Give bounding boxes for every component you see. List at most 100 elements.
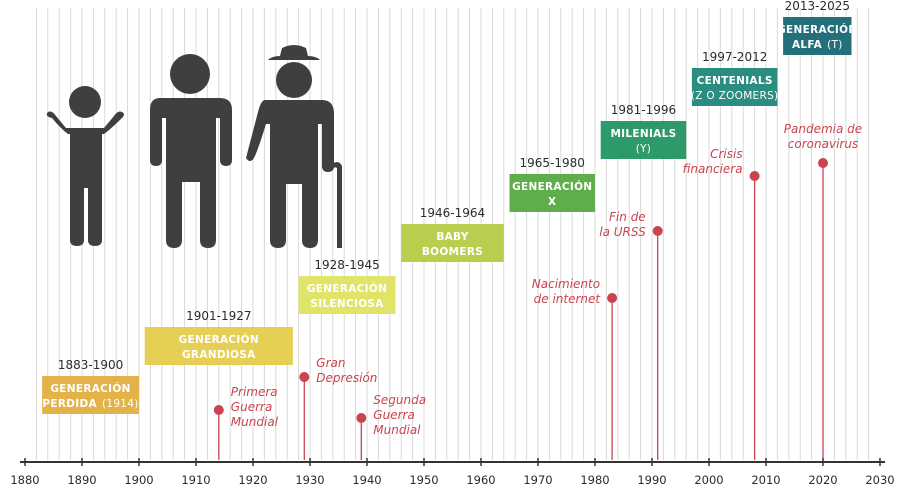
generation-note: (Y) <box>636 143 652 155</box>
generation-name-line2: SILENCIOSA <box>310 298 384 310</box>
generation-years: 1965-1980 <box>520 156 585 170</box>
generation-name: GENERACIÓN <box>777 23 857 36</box>
x-tick-label: 1940 <box>352 473 381 487</box>
generation-name-line2: PERDIDA (1914) <box>42 398 138 410</box>
event-dot <box>299 372 310 382</box>
x-tick-label: 1890 <box>67 473 96 487</box>
adult-icon <box>150 54 232 248</box>
generation-name: CENTENIALS <box>697 75 773 87</box>
generation-years: 1928-1945 <box>314 258 379 272</box>
generation-2: 1901-1927 GENERACIÓN GRANDIOSA <box>144 309 293 365</box>
event-label: Nacimiento <box>532 277 600 291</box>
x-tick-label: 1910 <box>181 473 210 487</box>
event-markers: PrimeraGuerraMundialGranDepresiónSegunda… <box>213 122 862 460</box>
generation-name: GENERACIÓN <box>512 180 592 193</box>
event-label: Mundial <box>231 415 279 429</box>
event-label: de internet <box>534 292 602 306</box>
generation-years: 2013-2025 <box>785 0 850 13</box>
generation-bar <box>144 327 293 365</box>
event-label: la URSS <box>599 225 646 239</box>
event-label: Pandemia de <box>784 122 862 136</box>
x-tick-label: 2030 <box>865 473 894 487</box>
generation-name-line2: X <box>548 196 556 208</box>
x-tick-label: 1900 <box>124 473 153 487</box>
event-dot <box>818 158 828 168</box>
generation-bar <box>509 174 595 212</box>
generation-8: 2013-2025 GENERACIÓN ALFA (T) <box>777 0 857 55</box>
event-label: Primera <box>231 385 278 399</box>
x-tick-label: 1950 <box>409 473 438 487</box>
x-tick-label: 1930 <box>295 473 324 487</box>
generation-years: 1997-2012 <box>702 50 767 64</box>
generation-bar <box>298 276 396 314</box>
event-label: Depresión <box>316 371 377 385</box>
generation-bars: 1883-1900 GENERACIÓN PERDIDA (1914) 1901-192… <box>42 0 857 414</box>
event-label: Crisis <box>710 147 742 161</box>
generation-years: 1883-1900 <box>58 358 123 372</box>
generation-name-line2: (Y) <box>636 143 652 155</box>
generation-3: 1928-1945 GENERACIÓN SILENCIOSA <box>298 258 396 314</box>
generation-name2: PERDIDA <box>42 398 97 410</box>
event-label: Mundial <box>373 423 421 437</box>
event-label: financiera <box>683 162 743 176</box>
generation-name-line2: BOOMERS <box>422 246 483 258</box>
generation-6: 1981-1996 MILENIALS (Y) <box>600 103 687 159</box>
generation-name-line2: GRANDIOSA <box>182 349 256 361</box>
generation-bar <box>401 224 504 262</box>
x-tick-label: 1880 <box>10 473 39 487</box>
generation-name-line2: (Z O ZOOMERS) <box>691 90 779 102</box>
generation-1: 1883-1900 GENERACIÓN PERDIDA (1914) <box>42 358 139 414</box>
generation-name2: ALFA <box>792 39 823 51</box>
x-tick-label: 1970 <box>523 473 552 487</box>
event-label: Fin de <box>609 210 646 224</box>
x-tick-label: 1960 <box>466 473 495 487</box>
generation-bar <box>600 121 687 159</box>
x-tick-label: 2000 <box>694 473 723 487</box>
generation-7: 1997-2012 CENTENIALS (Z O ZOOMERS) <box>691 50 779 106</box>
event-dot <box>749 171 760 181</box>
generation-name: GENERACIÓN <box>50 382 130 395</box>
event-dot <box>213 405 224 415</box>
generation-name2: X <box>548 196 556 208</box>
generation-5: 1965-1980 GENERACIÓN X <box>509 156 595 212</box>
x-tick-label: 2010 <box>751 473 780 487</box>
people-icons <box>46 45 342 248</box>
generation-name: GENERACIÓN <box>307 282 387 295</box>
x-tick-label: 1990 <box>637 473 666 487</box>
generation-name2: BOOMERS <box>422 246 483 258</box>
event-label: coronavirus <box>788 137 858 151</box>
x-axis: 1880 1890 1900 1910 1920 1930 1940 1950 1960 1970… <box>10 458 895 487</box>
event-label: Gran <box>316 356 345 370</box>
generation-note: (1914) <box>102 398 139 410</box>
generation-name2: SILENCIOSA <box>310 298 384 310</box>
generation-name2: GRANDIOSA <box>182 349 256 361</box>
generation-years: 1901-1927 <box>186 309 251 323</box>
child-icon <box>46 86 124 246</box>
x-tick-label: 1980 <box>580 473 609 487</box>
generation-bar <box>42 376 139 414</box>
generation-bar <box>691 68 778 106</box>
elder-with-cane-icon <box>246 45 342 248</box>
generation-name-line2: ALFA (T) <box>792 39 843 51</box>
event-dot <box>356 413 367 423</box>
event-label: Segunda <box>373 393 426 407</box>
generation-bar <box>783 17 852 55</box>
generation-note: (Z O ZOOMERS) <box>691 90 779 102</box>
generation-4: 1946-1964 BABY BOOMERS <box>401 206 504 262</box>
generation-years: 1981-1996 <box>611 103 676 117</box>
generation-years: 1946-1964 <box>420 206 485 220</box>
x-tick-label: 2020 <box>808 473 837 487</box>
generation-note: (T) <box>827 39 843 51</box>
generation-name: GENERACIÓN <box>179 333 259 346</box>
x-tick-label: 1920 <box>238 473 267 487</box>
event-label: Guerra <box>373 408 415 422</box>
event-label: Guerra <box>231 400 273 414</box>
